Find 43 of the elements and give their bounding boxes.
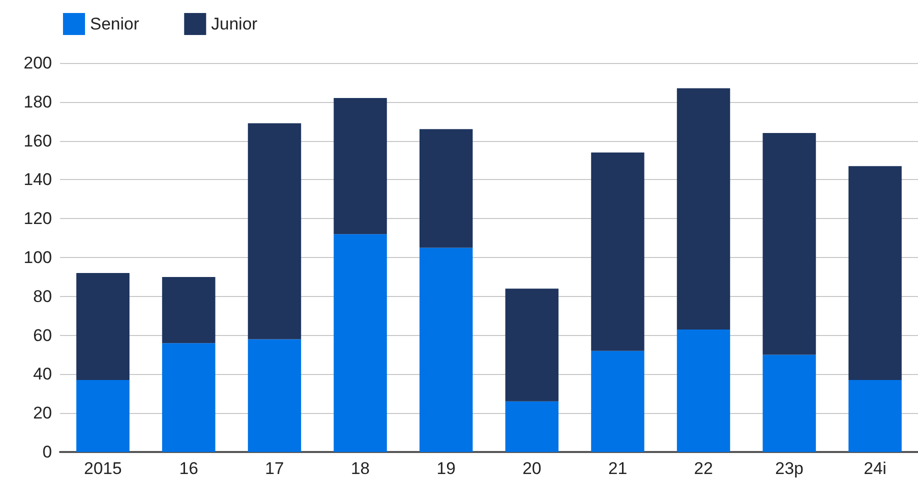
x-tick-label: 17	[265, 459, 284, 478]
bar	[591, 152, 644, 351]
y-tick-label: 180	[24, 92, 52, 112]
bar	[762, 354, 816, 452]
bar	[334, 98, 387, 234]
y-tick-label: 140	[24, 170, 52, 190]
y-tick-label: 200	[24, 54, 52, 72]
bar	[162, 343, 216, 452]
bar	[248, 123, 302, 340]
bar	[676, 88, 730, 330]
y-tick-label: 100	[24, 248, 52, 267]
bar	[848, 166, 902, 380]
bar	[505, 288, 558, 402]
x-tick-label: 2015	[84, 459, 122, 478]
x-tick-label: 18	[350, 459, 370, 478]
bar	[420, 248, 473, 452]
x-tick-label: 22	[694, 459, 713, 478]
bar	[76, 273, 130, 380]
x-tick-label: 23p	[775, 459, 804, 478]
bar	[762, 133, 816, 355]
y-tick-label: 0	[42, 442, 52, 462]
legend-label: Senior	[90, 14, 140, 34]
x-tick-label: 19	[436, 459, 456, 478]
y-tick-label: 120	[24, 209, 52, 228]
bar	[676, 329, 730, 452]
bar	[420, 129, 473, 248]
x-tick-label: 20	[522, 459, 542, 478]
y-tick-label: 60	[33, 326, 52, 345]
y-tick-label: 20	[33, 404, 52, 423]
bar	[334, 234, 387, 452]
y-tick-label: 80	[33, 286, 52, 306]
x-tick-label: 24i	[864, 459, 886, 478]
bar	[76, 380, 130, 452]
y-tick-label: 160	[24, 131, 52, 150]
bar	[248, 339, 302, 452]
bar	[162, 276, 216, 344]
bar	[848, 380, 902, 452]
bar	[505, 401, 558, 452]
y-tick-label: 40	[33, 364, 52, 384]
legend-label: Junior	[211, 14, 258, 34]
x-tick-label: 21	[608, 459, 628, 478]
x-tick-label: 16	[179, 459, 198, 478]
bar	[591, 350, 644, 452]
